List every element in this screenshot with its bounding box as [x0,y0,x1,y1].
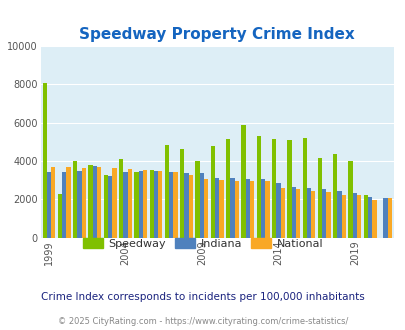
Bar [158,171,162,238]
Bar [347,161,352,238]
Bar [138,171,143,238]
Bar [310,191,315,238]
Bar [43,82,47,238]
Bar [326,192,330,238]
Bar [81,168,86,238]
Bar [62,172,66,238]
Bar [97,167,101,238]
Bar [230,178,234,238]
Bar [188,176,192,238]
Bar [321,189,326,238]
Bar [73,161,77,238]
Bar [169,172,173,238]
Bar [184,173,188,238]
Bar [164,145,169,238]
Text: © 2025 CityRating.com - https://www.cityrating.com/crime-statistics/: © 2025 CityRating.com - https://www.city… [58,317,347,326]
Bar [275,183,280,238]
Bar [127,169,132,238]
Bar [363,195,367,238]
Bar [260,179,264,238]
Bar [88,165,92,238]
Bar [280,188,284,238]
Bar [66,167,70,238]
Bar [153,171,158,238]
Bar [149,170,153,238]
Bar [77,171,81,238]
Bar [173,172,177,238]
Bar [58,194,62,238]
Bar [317,158,321,238]
Bar [92,166,97,238]
Bar [264,181,269,238]
Bar [226,139,230,238]
Bar [180,148,184,238]
Bar [112,168,116,238]
Bar [291,187,295,238]
Bar [371,200,375,238]
Text: Crime Index corresponds to incidents per 100,000 inhabitants: Crime Index corresponds to incidents per… [41,292,364,302]
Bar [295,189,299,238]
Bar [195,161,199,238]
Bar [387,198,391,238]
Bar [123,172,127,238]
Bar [286,140,291,238]
Bar [134,172,138,238]
Title: Speedway Property Crime Index: Speedway Property Crime Index [79,27,354,42]
Bar [356,195,360,238]
Bar [199,174,204,238]
Bar [234,181,238,238]
Bar [210,146,215,238]
Bar [337,191,341,238]
Bar [341,194,345,238]
Bar [108,176,112,238]
Bar [302,138,306,238]
Bar [352,193,356,238]
Bar [367,197,371,238]
Bar [215,178,219,238]
Bar [143,170,147,238]
Bar [245,179,249,238]
Bar [271,139,275,238]
Bar [241,125,245,238]
Bar [104,176,108,238]
Bar [47,172,51,238]
Bar [306,188,310,238]
Bar [204,179,208,238]
Bar [332,154,337,238]
Legend: Speedway, Indiana, National: Speedway, Indiana, National [78,234,327,253]
Bar [256,136,260,238]
Bar [382,198,387,238]
Bar [219,180,223,238]
Bar [249,181,254,238]
Bar [119,159,123,238]
Bar [51,167,55,238]
